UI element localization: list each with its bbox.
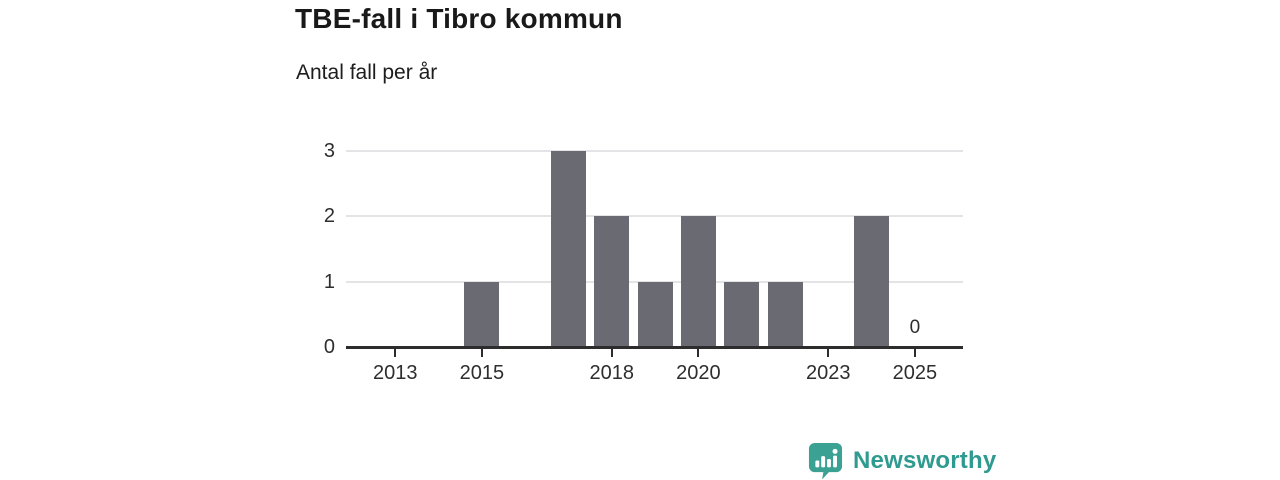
- x-axis-tick-2013: [394, 349, 397, 357]
- bar-2015: [464, 281, 500, 347]
- newsworthy-logo-text: Newsworthy: [853, 446, 997, 474]
- bar-2019: [637, 281, 673, 347]
- x-axis-tick-label: 2015: [459, 362, 505, 384]
- chart-subtitle: Antal fall per år: [296, 61, 438, 84]
- bar-2018: [594, 216, 630, 347]
- x-axis-tick-2018: [610, 349, 613, 357]
- x-axis-tick-2023: [827, 349, 830, 357]
- x-axis-tick-label: 2023: [806, 362, 851, 384]
- x-axis-tick-2020: [697, 349, 700, 357]
- bar-2017: [551, 151, 586, 347]
- x-axis-tick-label: 2025: [892, 362, 938, 384]
- y-axis-tick-label: 3: [323, 140, 335, 163]
- y-axis-tick-label: 0: [323, 336, 335, 358]
- x-axis-tick-2015: [480, 349, 483, 357]
- bar-value-label-2025: 0: [909, 317, 921, 338]
- bar-2021: [724, 281, 760, 347]
- gridline-y2: [346, 215, 963, 218]
- x-axis-tick-label: 2020: [676, 362, 721, 384]
- x-axis-tick-2025: [913, 349, 916, 357]
- bar-2022: [767, 281, 803, 347]
- newsworthy-speech-bubble-bar-chart-icon: [808, 442, 843, 480]
- x-axis-line: [346, 346, 963, 349]
- y-axis-tick-label: 2: [323, 205, 335, 228]
- bar-2020: [680, 216, 716, 347]
- bar-2024: [854, 216, 890, 347]
- page-title: TBE-fall i Tibro kommun: [295, 3, 623, 34]
- gridline-y3: [346, 150, 963, 153]
- x-axis-tick-label: 2013: [373, 362, 418, 384]
- y-axis-tick-label: 1: [323, 270, 335, 293]
- x-axis-tick-label: 2018: [589, 362, 635, 384]
- newsworthy-logo: Newsworthy: [807, 441, 996, 480]
